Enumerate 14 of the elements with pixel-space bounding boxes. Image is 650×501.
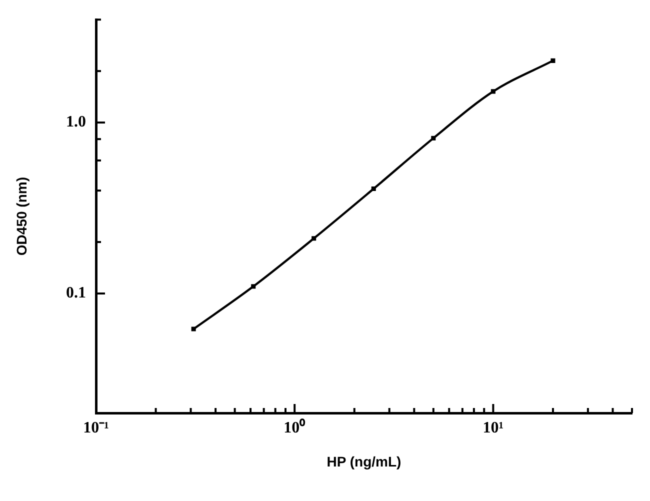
x-tick-label: 10¹ [482, 420, 504, 437]
x-axis-title: HP (ng/mL) [326, 453, 402, 470]
y-axis-title: OD450 (nm) [13, 177, 30, 256]
point [431, 136, 436, 140]
point [191, 326, 196, 332]
point [490, 89, 496, 94]
point [312, 236, 316, 241]
point [550, 58, 556, 63]
point [251, 284, 256, 289]
point [371, 186, 376, 191]
x-tick-label: 10⁻¹ [83, 420, 110, 437]
y-tick-label: 0.1 [66, 284, 86, 302]
y-tick-label: 1.0 [66, 114, 86, 131]
x-tick-label: 10⁰ [284, 418, 306, 437]
